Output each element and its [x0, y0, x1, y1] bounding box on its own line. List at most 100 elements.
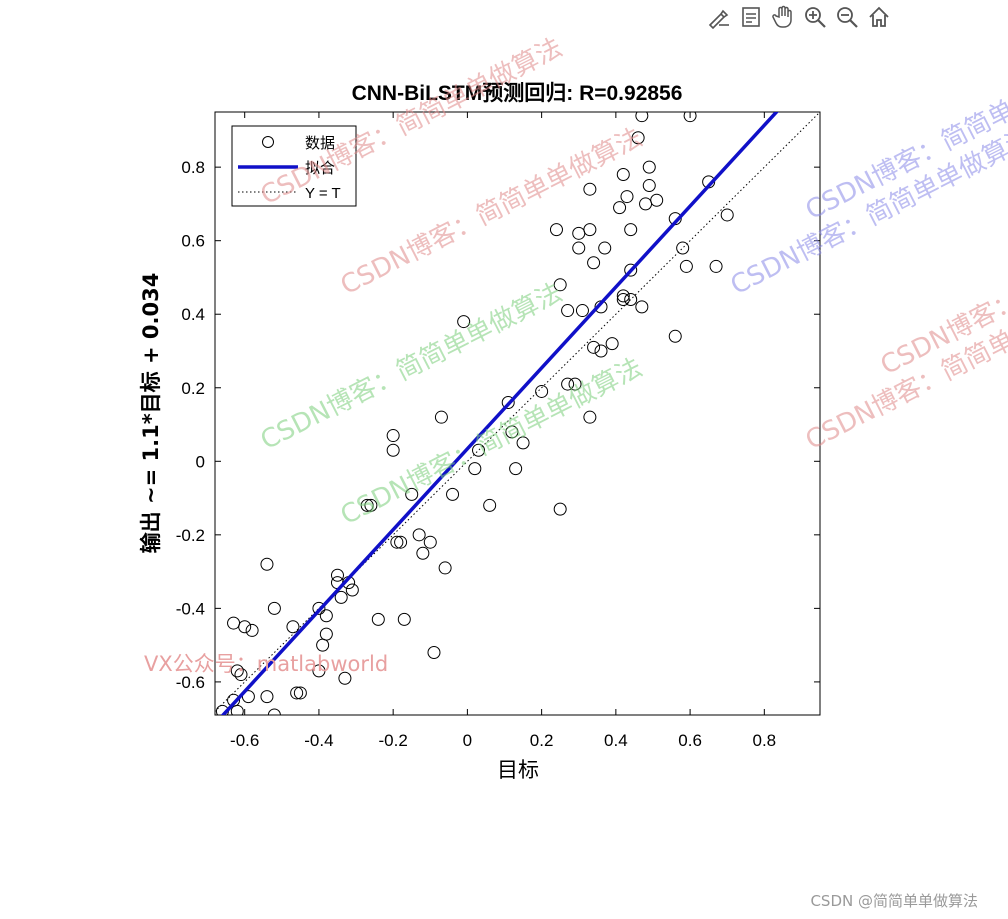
- axis-ticks: [215, 112, 820, 715]
- data-point: [676, 241, 690, 255]
- data-point: [679, 259, 693, 273]
- data-point: [238, 620, 252, 634]
- data-point: [394, 535, 408, 549]
- x-tick-label: 0.8: [753, 731, 777, 750]
- data-point: [267, 708, 281, 715]
- data-point: [427, 645, 441, 659]
- data-point: [434, 410, 448, 424]
- data-point: [553, 278, 567, 292]
- data-point: [405, 487, 419, 501]
- data-point: [624, 263, 638, 277]
- data-point: [594, 344, 608, 358]
- data-point: [720, 208, 734, 222]
- data-point: [553, 502, 567, 516]
- y-tick-label: 0.6: [181, 232, 205, 251]
- data-point: [516, 436, 530, 450]
- x-tick-label: 0: [463, 731, 472, 750]
- data-point: [319, 609, 333, 623]
- data-points: [215, 112, 734, 715]
- y-tick-labels: -0.6 -0.4 -0.2 0 0.2 0.4 0.6 0.8: [176, 158, 205, 692]
- data-point: [624, 223, 638, 237]
- data-point: [416, 546, 430, 560]
- data-point: [635, 300, 649, 314]
- data-point: [241, 690, 255, 704]
- data-point: [620, 190, 634, 204]
- x-tick-label: 0.4: [604, 731, 628, 750]
- data-point: [330, 568, 344, 582]
- data-point: [624, 293, 638, 307]
- identity-line: [215, 112, 820, 713]
- legend-label-data: 数据: [305, 134, 335, 152]
- data-point: [360, 498, 374, 512]
- x-tick-label: 0.2: [530, 731, 554, 750]
- data-point: [642, 160, 656, 174]
- data-point: [260, 690, 274, 704]
- credit-text: CSDN @简简单单做算法: [810, 892, 978, 910]
- data-point: [438, 561, 452, 575]
- home-icon[interactable]: [866, 4, 892, 30]
- data-point: [472, 443, 486, 457]
- data-point: [260, 557, 274, 571]
- watermark-vx: VX公众号：matlabworld: [144, 652, 389, 676]
- legend-marker-data: [262, 136, 274, 148]
- x-tick-labels: -0.6 -0.4 -0.2 0 0.2 0.4 0.6 0.8: [230, 731, 776, 750]
- x-tick-label: -0.4: [304, 731, 333, 750]
- y-tick-label: -0.4: [176, 599, 205, 618]
- legend-label-fit: 拟合: [305, 159, 335, 177]
- data-point: [412, 528, 426, 542]
- data-point: [234, 668, 248, 682]
- data-point: [568, 377, 582, 391]
- pan-icon[interactable]: [770, 4, 796, 30]
- data-point: [390, 535, 404, 549]
- x-tick-label: -0.2: [379, 731, 408, 750]
- edit-plot-icon[interactable]: [706, 4, 732, 30]
- y-tick-label: -0.2: [176, 526, 205, 545]
- y-tick-label: 0: [196, 452, 205, 471]
- x-axis-label: 目标: [497, 758, 539, 782]
- data-point: [509, 462, 523, 476]
- data-point: [549, 223, 563, 237]
- data-point: [561, 304, 575, 318]
- legend-label-identity: Y = T: [305, 185, 341, 202]
- data-point: [423, 535, 437, 549]
- data-point: [635, 112, 649, 123]
- data-point: [583, 182, 597, 196]
- data-point: [583, 223, 597, 237]
- data-point: [245, 623, 259, 637]
- data-point: [397, 612, 411, 626]
- data-point: [616, 293, 630, 307]
- legend: 数据 拟合 Y = T: [231, 125, 357, 207]
- zoom-out-icon[interactable]: [834, 4, 860, 30]
- data-point: [631, 131, 645, 145]
- fit-line: [220, 112, 779, 715]
- data-point: [501, 395, 515, 409]
- chart-title: CNN-BiLSTM预测回归: R=0.92856: [352, 82, 683, 105]
- data-point: [616, 168, 630, 182]
- data-point: [605, 337, 619, 351]
- data-point: [583, 410, 597, 424]
- data-point: [312, 664, 326, 678]
- data-point: [312, 601, 326, 615]
- data-point: [386, 429, 400, 443]
- data-point: [364, 498, 378, 512]
- data-point: [483, 498, 497, 512]
- data-point: [334, 590, 348, 604]
- data-point: [446, 487, 460, 501]
- data-tips-icon[interactable]: [738, 4, 764, 30]
- y-tick-label: 0.4: [181, 305, 205, 324]
- data-point: [575, 304, 589, 318]
- y-axis-label: 输出 ~= 1.1*目标 + 0.034: [139, 273, 163, 554]
- zoom-in-icon[interactable]: [802, 4, 828, 30]
- data-point: [316, 638, 330, 652]
- data-point: [267, 601, 281, 615]
- data-point: [598, 241, 612, 255]
- y-tick-label: -0.6: [176, 673, 205, 692]
- data-point: [683, 112, 697, 123]
- data-point: [290, 686, 304, 700]
- data-point: [572, 241, 586, 255]
- data-point: [230, 664, 244, 678]
- data-point: [345, 583, 359, 597]
- data-point: [587, 256, 601, 270]
- data-point: [587, 340, 601, 354]
